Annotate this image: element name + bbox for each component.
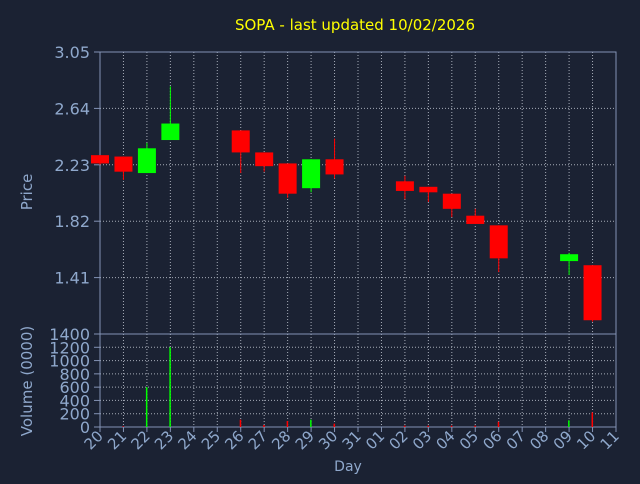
price-tick-label: 1.82 xyxy=(54,212,90,231)
x-tick-label: 27 xyxy=(245,427,271,453)
volume-tick-label: 1400 xyxy=(49,325,90,344)
volume-bar xyxy=(169,347,171,427)
x-tick-label: 08 xyxy=(526,427,552,453)
volume-bar xyxy=(333,423,336,427)
price-tick-label: 2.23 xyxy=(54,156,90,175)
x-tick-label: 31 xyxy=(339,427,365,453)
price-panel: 1.41 1.82 2.23 2.64 3.05 xyxy=(54,43,617,335)
volume-axis-label: Volume (0000) xyxy=(18,326,36,436)
x-tick-label: 28 xyxy=(268,427,294,453)
x-tick-label: 02 xyxy=(386,427,412,453)
volume-tick-label: 200 xyxy=(59,405,90,424)
volume-bar xyxy=(286,421,289,427)
x-tick-label: 10 xyxy=(573,427,599,453)
candle-body xyxy=(560,254,579,262)
volume-bar xyxy=(427,425,429,427)
candle-body xyxy=(278,163,297,194)
x-tick-label: 03 xyxy=(409,427,435,453)
x-tick-label: 01 xyxy=(362,427,388,453)
volume-tick-label: 0 xyxy=(80,418,90,437)
x-tick-label: 30 xyxy=(315,427,341,453)
price-tick-label: 2.64 xyxy=(54,99,90,118)
volume-bar xyxy=(591,412,594,427)
volume-bar xyxy=(310,419,312,427)
candle-body xyxy=(442,193,461,209)
x-tick-label: 05 xyxy=(456,427,482,453)
candle-body xyxy=(583,265,602,321)
x-tick-label: 26 xyxy=(221,427,247,453)
volume-tick-label: 1200 xyxy=(49,338,90,357)
candle-body xyxy=(231,130,250,153)
candle-body xyxy=(395,181,414,191)
volume-bar xyxy=(145,387,148,427)
x-tick-label: 11 xyxy=(597,427,623,453)
x-tick-label: 09 xyxy=(550,427,576,453)
price-tick-label: 1.41 xyxy=(54,269,90,288)
volume-bar xyxy=(450,425,453,427)
volume-bar xyxy=(568,420,570,427)
volume-bar xyxy=(497,421,500,427)
candle-body xyxy=(419,186,438,193)
price-axis-label: Price xyxy=(18,174,36,211)
volume-bar xyxy=(239,419,242,427)
volume-bar xyxy=(403,425,406,427)
x-tick-label: 24 xyxy=(174,427,200,453)
candle-body xyxy=(255,152,274,167)
volume-tick-label: 1000 xyxy=(49,352,90,371)
candle-body xyxy=(302,159,321,189)
candle-body xyxy=(466,215,485,224)
x-tick-label: 25 xyxy=(198,427,224,453)
volume-bar xyxy=(122,426,124,427)
volume-tick-label: 600 xyxy=(59,378,90,397)
volume-bar xyxy=(263,425,265,427)
x-tick-label: 22 xyxy=(128,427,154,453)
x-tick-label: 23 xyxy=(151,427,177,453)
x-tick-label: 29 xyxy=(292,427,318,453)
x-tick-labels: 2021222324252627282930310102030405060708… xyxy=(81,427,623,453)
volume-panel-frame xyxy=(99,333,617,428)
candle-body xyxy=(489,225,508,259)
candle-body xyxy=(161,123,180,141)
volume-bar xyxy=(474,425,476,427)
x-tick-label: 21 xyxy=(104,427,130,453)
x-tick-label: 07 xyxy=(503,427,529,453)
x-tick-label: 06 xyxy=(479,427,505,453)
volume-tick-label: 800 xyxy=(59,365,90,384)
candle-body xyxy=(91,155,109,164)
chart-title: SOPA - last updated 10/02/2026 xyxy=(235,16,475,34)
volume-tick-label: 400 xyxy=(59,391,90,410)
candle-body xyxy=(137,148,156,174)
candle-body xyxy=(325,159,344,175)
price-tick-label: 3.05 xyxy=(54,43,90,62)
candle-body xyxy=(114,156,133,172)
x-axis-label: Day xyxy=(334,459,362,475)
x-tick-label: 04 xyxy=(432,427,458,453)
